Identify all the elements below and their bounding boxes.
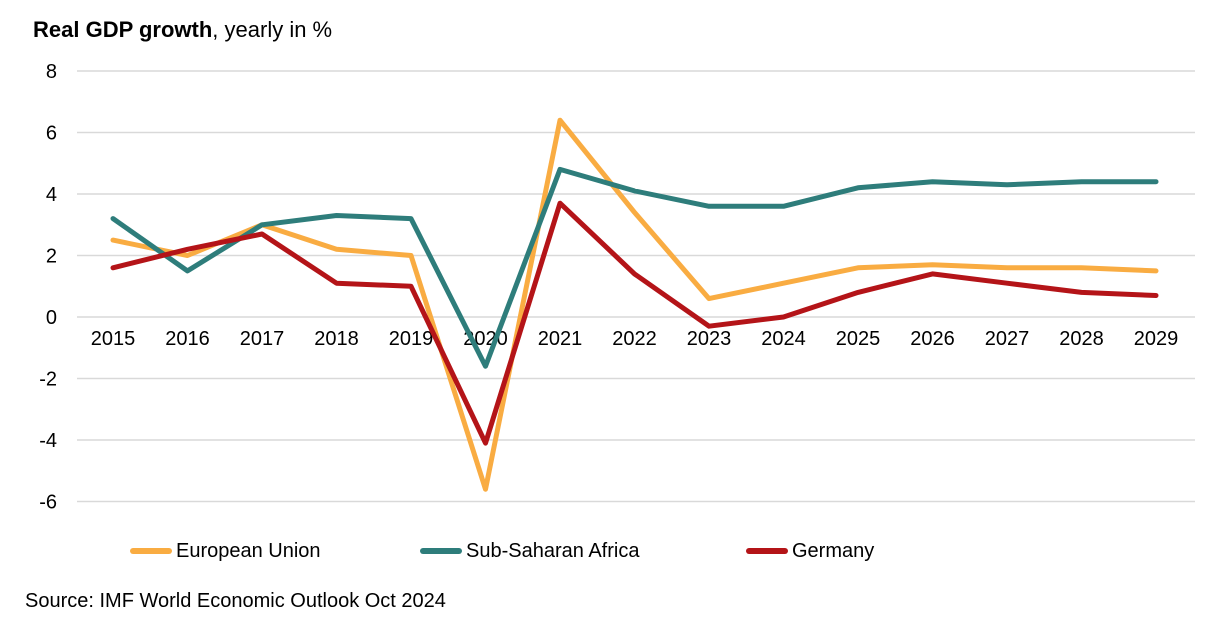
y-tick-label-4: 4 (46, 184, 57, 206)
x-tick-label-2024: 2024 (761, 328, 806, 350)
x-tick-label-2026: 2026 (910, 328, 955, 350)
x-tick-label-2021: 2021 (538, 328, 583, 350)
legend-label-sub-saharan-africa: Sub-Saharan Africa (466, 539, 640, 562)
x-tick-label-2027: 2027 (985, 328, 1030, 350)
x-tick-label-2022: 2022 (612, 328, 657, 350)
series-line-sub-saharan-africa (110, 166, 1159, 369)
x-tick-label-2023: 2023 (687, 328, 732, 350)
source-attribution: Source: IMF World Economic Outlook Oct 2… (25, 590, 446, 612)
y-tick-label--2: -2 (39, 369, 57, 391)
legend-label-germany: Germany (792, 539, 875, 562)
x-tick-label-2015: 2015 (91, 328, 136, 350)
european-union-line-swatch (130, 548, 172, 554)
legend-label-european-union: European Union (176, 539, 321, 562)
y-tick-label-8: 8 (46, 61, 57, 83)
y-tick-label-2: 2 (46, 246, 57, 268)
y-tick-label-6: 6 (46, 123, 57, 145)
germany-line-swatch (746, 548, 788, 554)
x-tick-label-2028: 2028 (1059, 328, 1104, 350)
x-tick-label-2017: 2017 (240, 328, 285, 350)
x-tick-label-2025: 2025 (836, 328, 881, 350)
y-tick-label--6: -6 (39, 492, 57, 514)
y-tick-label-0: 0 (46, 307, 57, 329)
series-line-germany (110, 200, 1159, 446)
sub-saharan-africa-line-swatch (420, 548, 462, 554)
x-tick-label-2019: 2019 (389, 328, 434, 350)
legend-item-sub-saharan-africa: Sub-Saharan Africa (420, 540, 639, 562)
y-tick-label--4: -4 (39, 430, 57, 452)
legend-item-germany: Germany (746, 540, 874, 562)
chart-title: Real GDP growth, yearly in % (33, 16, 332, 44)
x-tick-label-2018: 2018 (314, 328, 359, 350)
chart-title-suffix: , yearly in % (212, 17, 333, 42)
x-tick-label-2016: 2016 (165, 328, 210, 350)
series-line-european-union (110, 117, 1159, 492)
legend-item-european-union: European Union (130, 540, 321, 562)
x-tick-label-2029: 2029 (1134, 328, 1179, 350)
chart-title-bold: Real GDP growth (33, 17, 213, 42)
chart-legend: European Union Sub-Saharan Africa German… (0, 540, 1224, 564)
